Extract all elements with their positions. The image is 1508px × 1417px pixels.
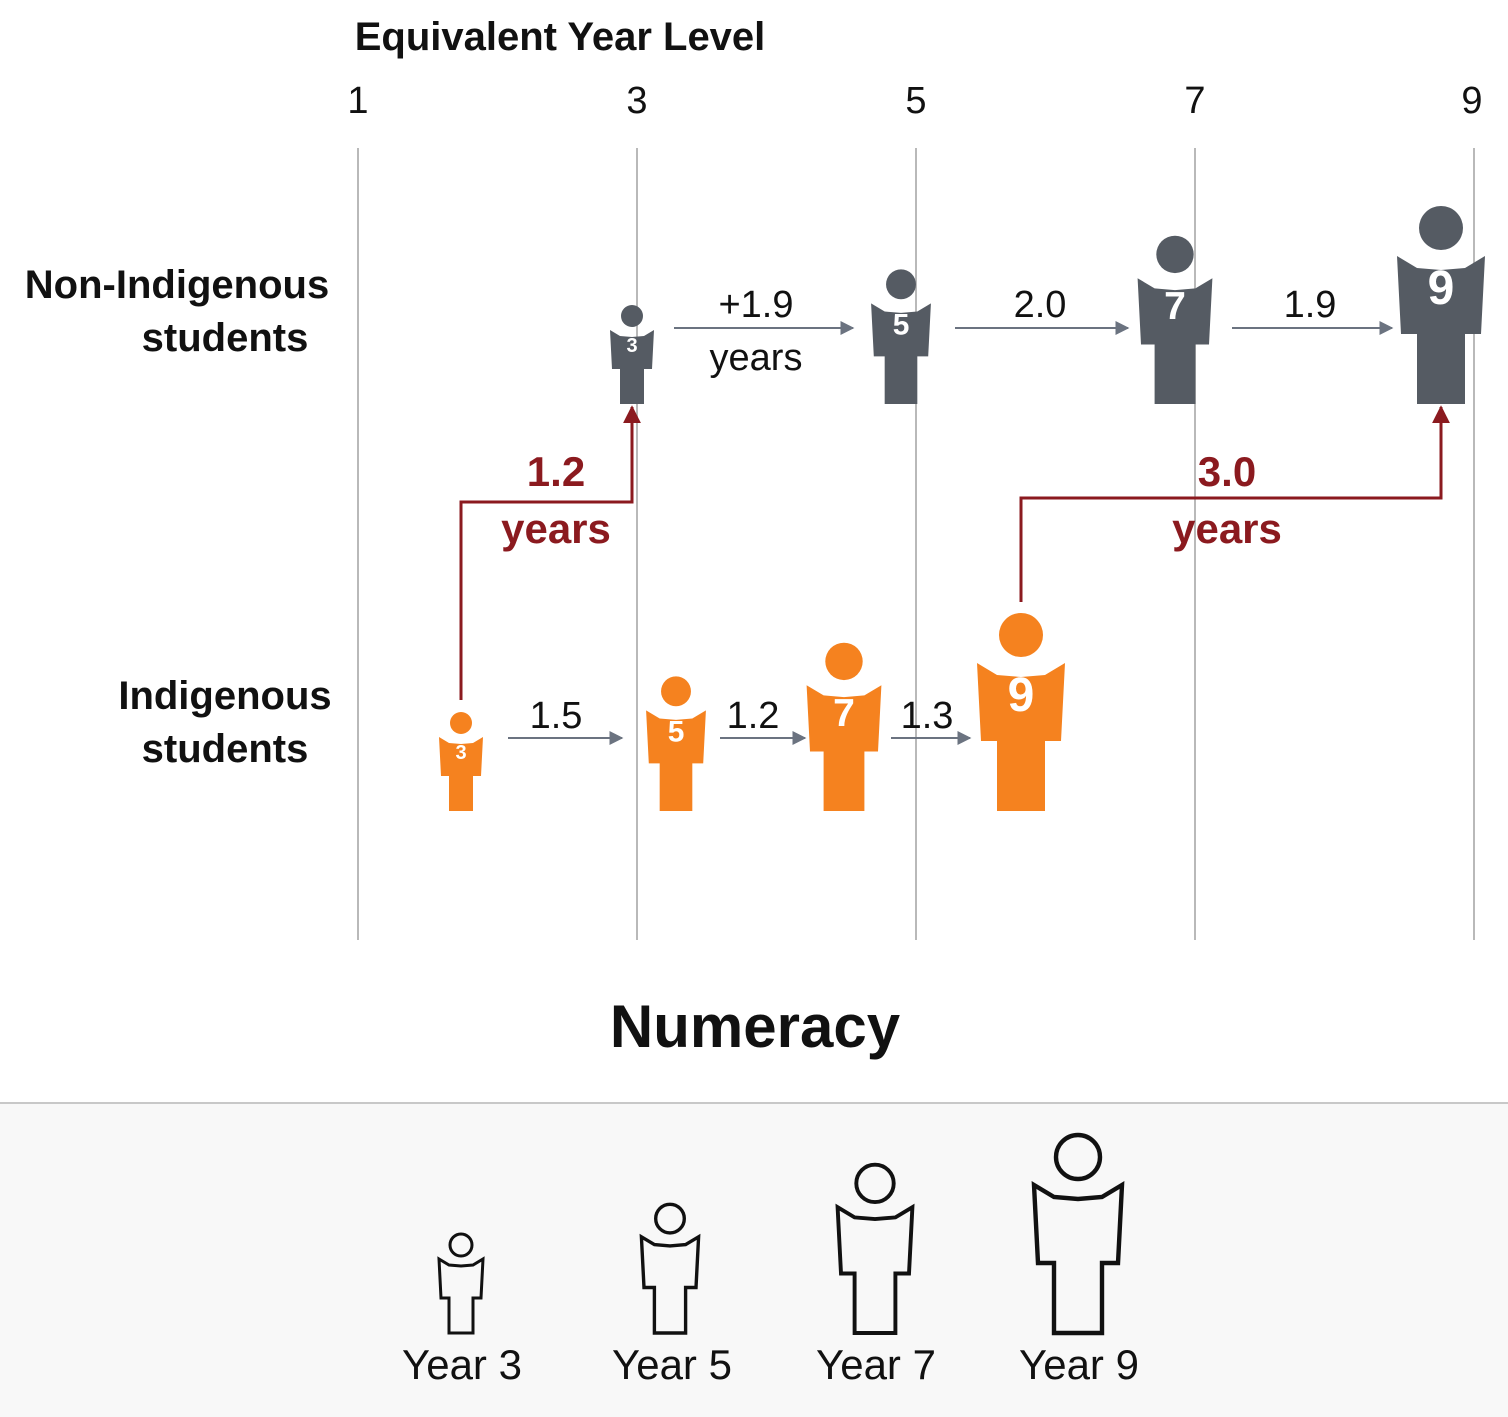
axis-tick-3: 3 (626, 80, 647, 122)
person-year-number: 3 (455, 742, 466, 764)
gap-value: 1.2 (527, 448, 585, 495)
gap-connector-year-9 (1019, 405, 1450, 602)
axis-tick-7: 7 (1184, 80, 1205, 122)
legend: Year 3 Year 5 Year 7 Year 9 (0, 1102, 1508, 1417)
legend-label-year-3: Year 3 (402, 1341, 522, 1388)
progress-label: +1.9 (718, 284, 793, 326)
legend-background (0, 1103, 1508, 1417)
person-year-number: 7 (1164, 285, 1186, 328)
gap-connector-year-3 (459, 405, 641, 700)
gap-label-year-9: 3.0 years (1172, 448, 1282, 552)
progress-label: 1.5 (530, 695, 583, 737)
axis-tick-1: 1 (347, 80, 368, 122)
row-label-indigenous: Indigenous students (118, 674, 331, 771)
person-year-number: 5 (893, 309, 910, 342)
legend-label-year-9: Year 9 (1019, 1341, 1139, 1388)
chart-title: Numeracy (610, 993, 901, 1060)
person-year-number: 3 (626, 335, 637, 357)
progress-label: 1.9 (1284, 284, 1337, 326)
gap-connectors (459, 405, 1450, 700)
progress-label: 1.3 (901, 695, 954, 737)
axis-tick-5: 5 (905, 80, 926, 122)
progress-unit-label: years (710, 337, 803, 379)
person-year-number: 7 (833, 692, 855, 735)
row-label-non-indigenous: Non-Indigenous students (25, 263, 329, 360)
gap-value: 3.0 (1198, 448, 1256, 495)
gap-unit: years (501, 505, 611, 552)
person-year-number: 9 (1428, 262, 1455, 315)
progress-label: 2.0 (1014, 284, 1067, 326)
progress-label: 1.2 (727, 695, 780, 737)
row-label-line2: students (142, 316, 309, 360)
axis-tick-labels: 1 3 5 7 9 (347, 80, 1482, 122)
figures-non-indigenous: 3 5 7 9 (610, 206, 1485, 404)
person-year-number: 5 (668, 716, 685, 749)
legend-label-year-7: Year 7 (816, 1341, 936, 1388)
axis-tick-9: 9 (1461, 80, 1482, 122)
axis-title: Equivalent Year Level (355, 15, 766, 59)
row-label-line1: Non-Indigenous (25, 263, 329, 307)
row-label-line1: Indigenous (118, 674, 331, 718)
legend-label-year-5: Year 5 (612, 1341, 732, 1388)
row-label-line2: students (142, 727, 309, 771)
gap-unit: years (1172, 505, 1282, 552)
figures-indigenous: 3 5 7 9 (439, 613, 1065, 811)
person-year-number: 9 (1008, 669, 1035, 722)
gap-label-year-3: 1.2 years (501, 448, 611, 552)
